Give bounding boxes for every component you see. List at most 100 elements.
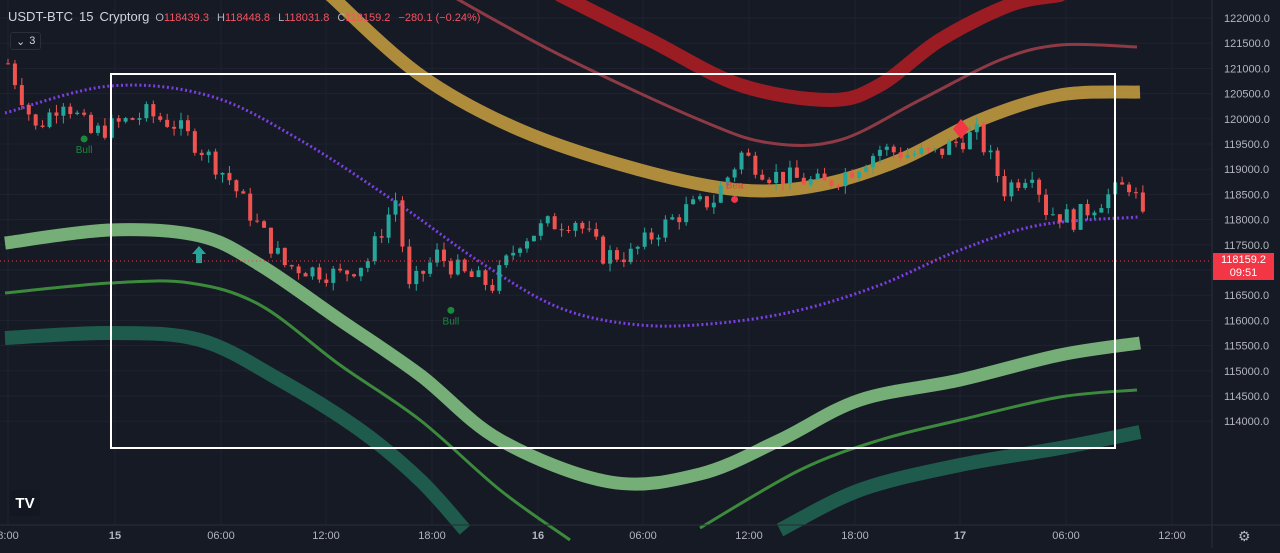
candle-body	[1085, 204, 1090, 216]
candle-body	[234, 180, 239, 192]
candle-body	[518, 248, 523, 253]
time-tick-label: 06:00	[207, 530, 235, 542]
candle-body	[268, 227, 273, 254]
candle-body	[954, 141, 959, 143]
candle-body	[130, 118, 135, 120]
price-tick-label: 115500.0	[1224, 341, 1269, 353]
candle-body	[538, 223, 543, 236]
candle-body	[642, 232, 647, 247]
candle-body	[40, 125, 45, 127]
candle-body	[255, 220, 260, 222]
candle-body	[206, 151, 211, 156]
candle-body	[462, 259, 467, 272]
candle-body	[448, 261, 453, 275]
candle-body	[787, 167, 792, 184]
indicators-toggle[interactable]: ⌄ 3	[10, 32, 42, 50]
candle-body	[704, 196, 709, 208]
time-tick-label: 18:00	[841, 530, 869, 542]
candle-body	[933, 148, 938, 150]
candle-body	[531, 235, 536, 242]
candle-body	[352, 274, 356, 277]
candle-body	[635, 246, 640, 249]
candle-body	[33, 114, 38, 126]
candle-body	[891, 146, 896, 153]
candle-body	[822, 173, 827, 181]
candle-body	[89, 114, 94, 133]
bull-signal-label: Bull	[443, 316, 460, 327]
high-value: 118448.8	[224, 12, 271, 24]
candle-body	[102, 125, 107, 138]
candle-body	[926, 148, 931, 150]
candle-body	[857, 171, 862, 178]
price-tick-label: 119000.0	[1224, 164, 1269, 176]
candle-body	[476, 270, 481, 277]
candle-body	[1037, 179, 1042, 195]
candle-body	[801, 177, 806, 185]
candle-body	[711, 202, 716, 208]
candle-body	[407, 246, 412, 285]
candle-body	[435, 249, 440, 263]
candle-body	[670, 217, 675, 220]
candle-body	[871, 155, 875, 168]
buy-arrow-icon	[192, 246, 206, 263]
candle-body	[988, 150, 993, 153]
candle-body	[1044, 194, 1048, 216]
bear-signal-label: Bea	[726, 180, 744, 191]
candle-body	[179, 120, 183, 129]
high-key: H	[217, 12, 225, 24]
interval[interactable]: 15	[79, 9, 94, 24]
indicator-bands	[4, 0, 1142, 542]
candle-body	[884, 146, 889, 150]
candle-body	[220, 172, 225, 175]
candle-body	[331, 268, 336, 283]
candle-body	[974, 124, 979, 133]
candle-body	[469, 271, 474, 277]
candle-body	[68, 106, 73, 115]
candle-body	[1092, 212, 1097, 216]
upper-red-band	[555, 0, 1065, 108]
candle-body	[559, 229, 564, 231]
candle-body	[981, 124, 986, 153]
candle-body	[877, 149, 882, 156]
candle-body	[151, 104, 156, 117]
low-value: 118031.8	[284, 12, 330, 24]
candle-body	[1078, 204, 1083, 230]
bull-signal-label: Bull	[76, 145, 93, 156]
candle-body	[649, 232, 654, 240]
bar-countdown: 09:51	[1229, 267, 1258, 279]
candle-body	[608, 250, 613, 264]
candle-body	[691, 199, 696, 205]
candle-body	[905, 154, 910, 158]
candle-body	[656, 237, 661, 240]
price-tick-label: 122000.0	[1224, 13, 1270, 25]
candle-body	[116, 118, 121, 122]
candle-body	[511, 252, 516, 256]
candle-body	[566, 230, 571, 232]
price-tick-label: 116000.0	[1224, 315, 1269, 327]
candle-body	[324, 279, 329, 283]
candle-body	[428, 262, 433, 274]
lower-teal-band-right	[776, 425, 1142, 537]
candle-body	[241, 191, 246, 194]
candle-body	[19, 85, 24, 106]
gear-icon[interactable]: ⚙	[1238, 528, 1251, 544]
candle-body	[158, 116, 163, 120]
candle-body	[455, 259, 460, 275]
candle-body	[1120, 182, 1125, 185]
time-tick-label: 06:00	[629, 530, 657, 542]
bear-signal-dot	[731, 195, 739, 203]
candle-body	[815, 173, 820, 180]
candle-body	[172, 126, 177, 129]
tradingview-logo-icon[interactable]: TV	[10, 490, 40, 516]
candle-body	[573, 222, 578, 231]
symbol-name[interactable]: USDT-BTC	[8, 9, 73, 24]
candle-body	[940, 148, 945, 155]
candle-body	[82, 112, 87, 115]
candle-body	[628, 248, 633, 263]
candle-body	[580, 222, 585, 229]
time-tick-label: 18:00	[418, 530, 446, 542]
candle-body	[794, 167, 799, 178]
candle-body	[123, 118, 128, 122]
